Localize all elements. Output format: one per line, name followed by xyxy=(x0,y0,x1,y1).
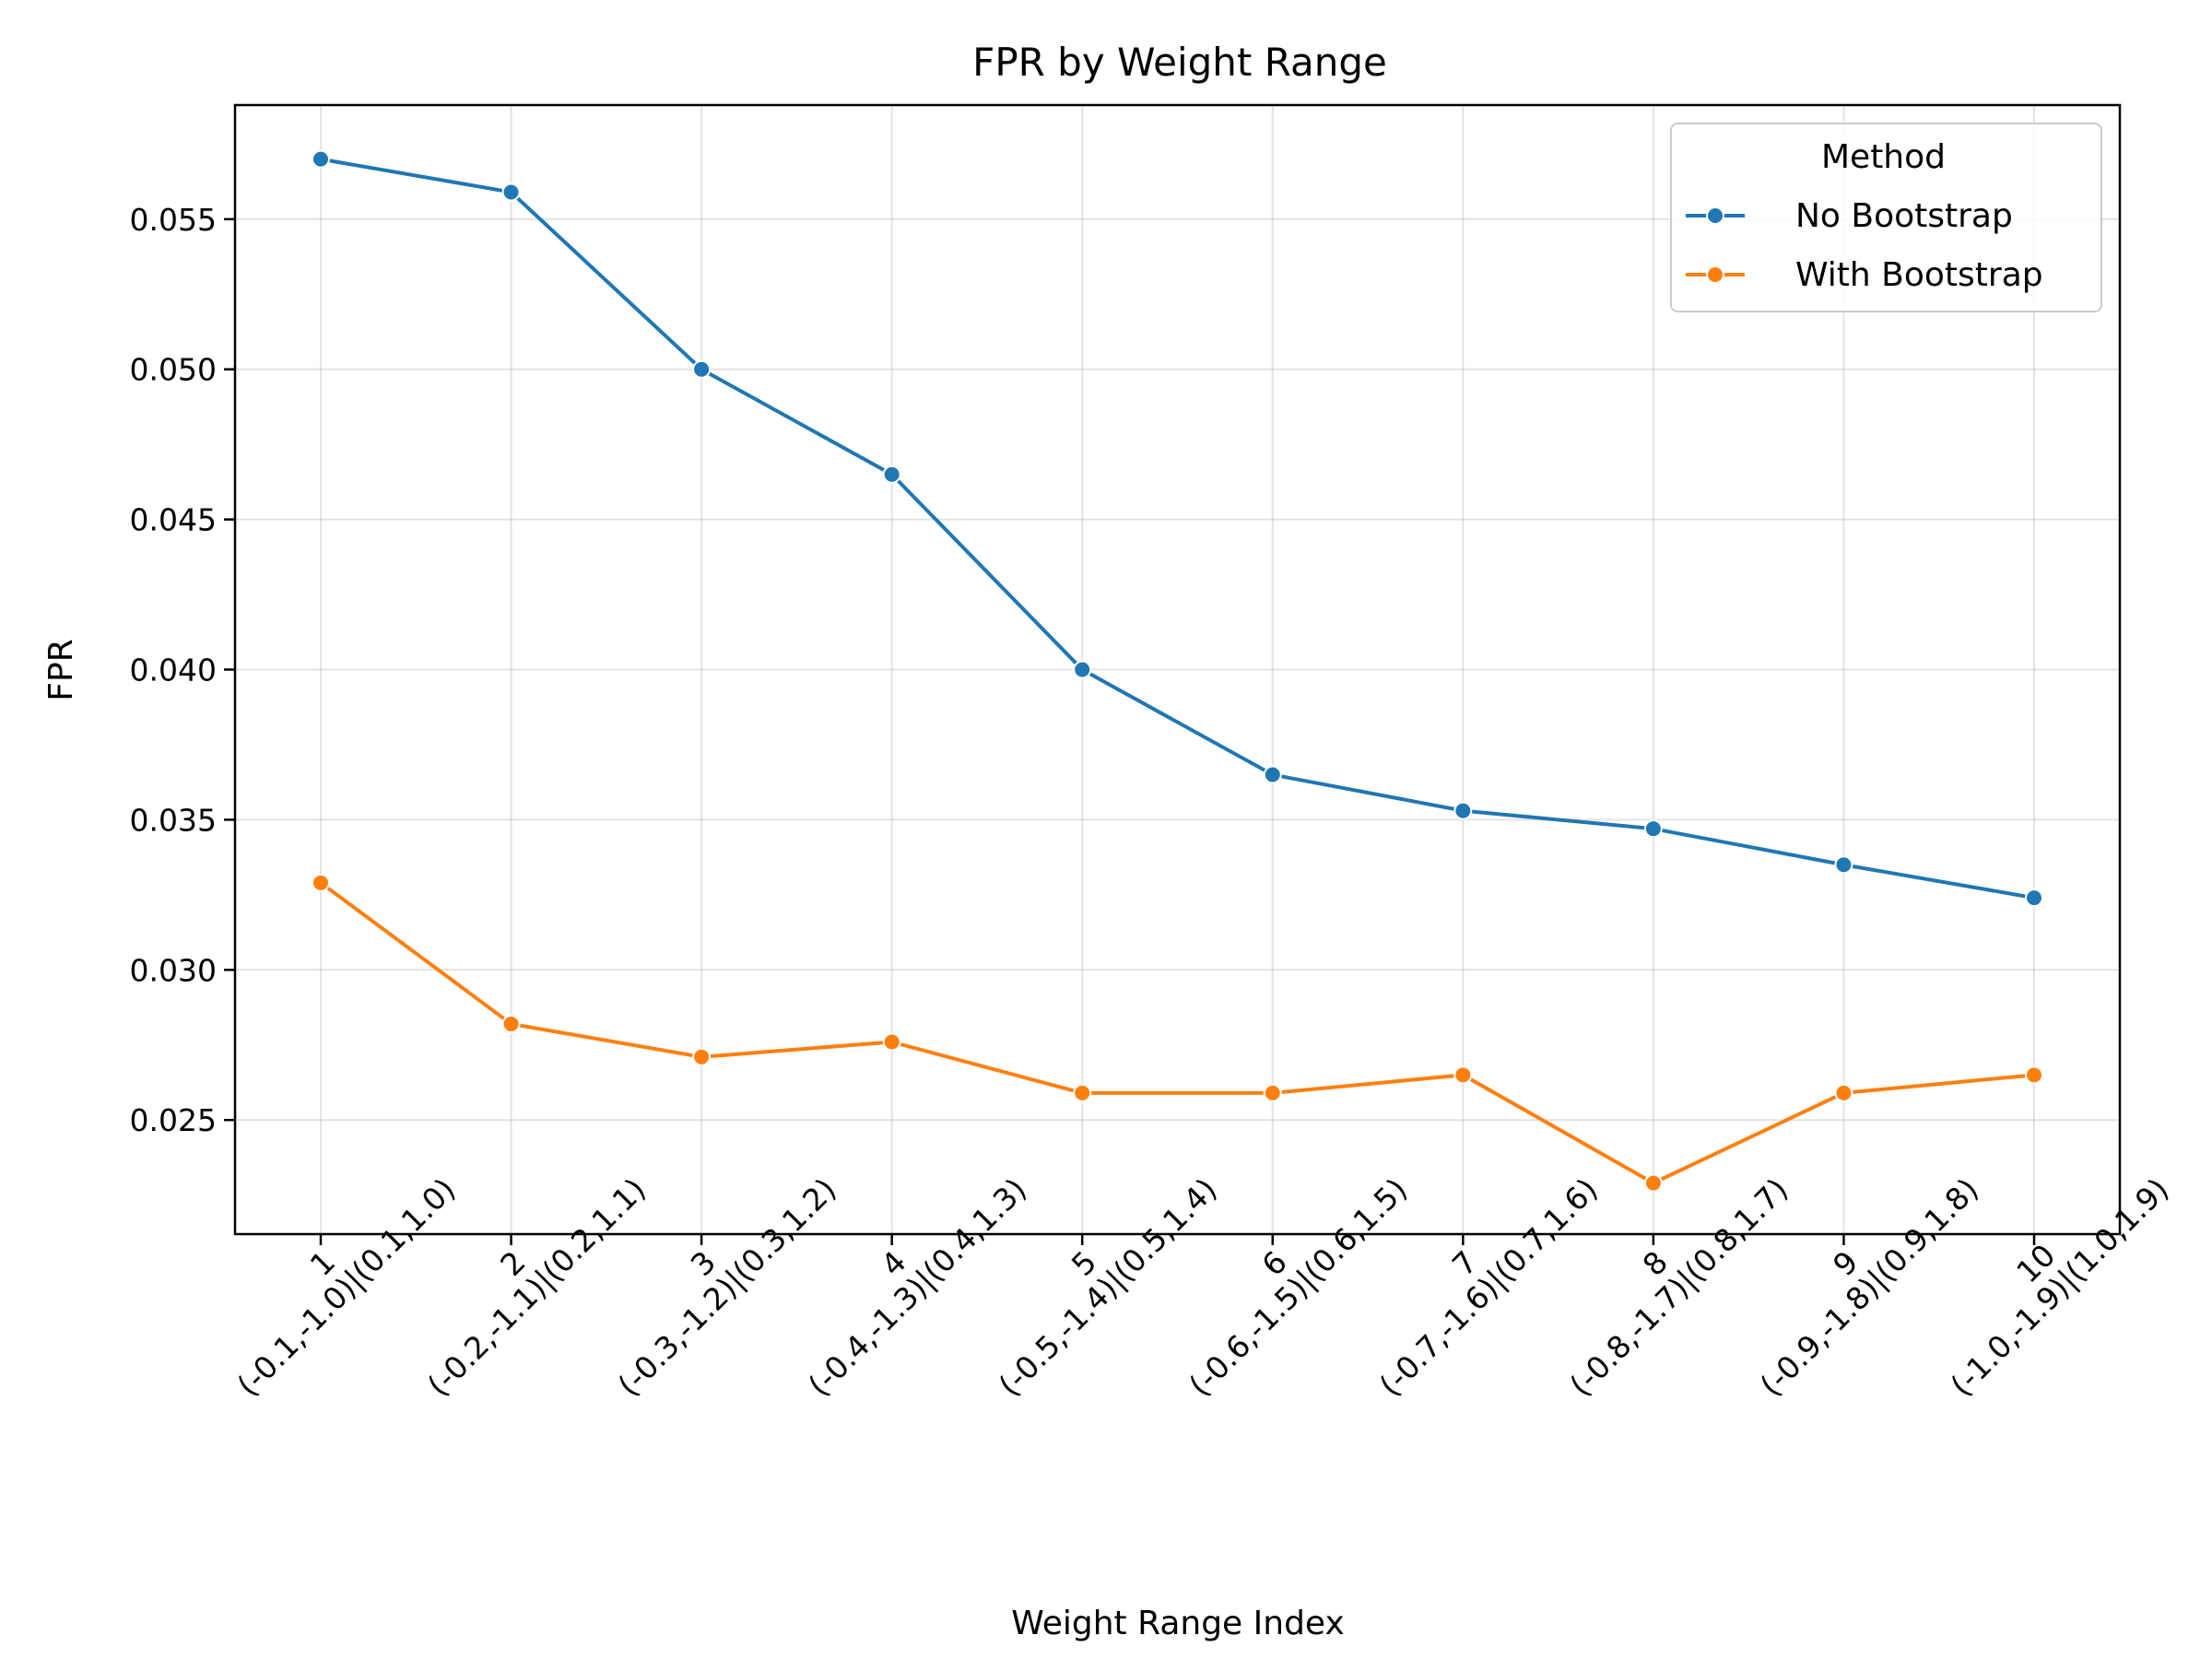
chart-title: FPR by Weight Range xyxy=(972,40,1387,85)
legend-swatch-marker xyxy=(1706,206,1724,225)
series-line-2 xyxy=(319,881,2035,1185)
x-tick-range: (-0.8,-1.7)|(0.8,1.7) xyxy=(1562,1171,1794,1404)
data-point[interactable] xyxy=(1453,801,1473,820)
x-tick-range: (-0.5,-1.4)|(0.5,1.4) xyxy=(992,1171,1224,1404)
x-tick-range: (-0.1,-1.0)|(0.1,1.0) xyxy=(230,1171,463,1404)
y-tick-label: 0.025 xyxy=(130,1102,217,1138)
x-tick-range: (-0.7,-1.6)|(0.7,1.6) xyxy=(1372,1171,1605,1404)
data-point[interactable] xyxy=(501,182,521,202)
data-point[interactable] xyxy=(1073,1083,1092,1102)
y-tick-label: 0.035 xyxy=(130,802,217,838)
series-line-1 xyxy=(320,157,2035,900)
y-tick-label: 0.050 xyxy=(130,352,217,388)
data-point[interactable] xyxy=(2025,888,2043,908)
grid xyxy=(235,105,2120,1234)
data-point[interactable] xyxy=(2025,1065,2043,1085)
data-point[interactable] xyxy=(692,359,712,379)
data-point[interactable] xyxy=(1643,1173,1663,1193)
x-tick-range: (-0.9,-1.8)|(0.9,1.8) xyxy=(1753,1171,1985,1404)
data-point[interactable] xyxy=(1643,819,1663,839)
x-tick-range: (-0.3,-1.2)|(0.3,1.2) xyxy=(611,1171,843,1404)
legend-swatch-marker xyxy=(1706,265,1724,284)
legend-label: With Bootstrap xyxy=(1795,256,2043,294)
data-point[interactable] xyxy=(1834,855,1853,875)
legend-title: Method xyxy=(1821,138,1946,176)
data-point[interactable] xyxy=(312,149,330,169)
legend-label: No Bootstrap xyxy=(1795,197,2013,235)
legend-item[interactable]: No Bootstrap xyxy=(1686,197,2013,235)
data-point[interactable] xyxy=(1263,765,1282,784)
legend-item[interactable]: With Bootstrap xyxy=(1686,256,2043,294)
data-point[interactable] xyxy=(1073,660,1092,679)
x-axis-label: Weight Range Index xyxy=(1011,1605,1345,1642)
x-tick-label: 1(-0.1,-1.0)|(0.1,1.0) xyxy=(206,1147,463,1404)
data-point[interactable] xyxy=(882,1032,901,1052)
data-point[interactable] xyxy=(312,873,330,892)
x-tick-range: (-0.6,-1.5)|(0.6,1.5) xyxy=(1182,1171,1414,1404)
data-point[interactable] xyxy=(692,1047,712,1066)
y-tick-label: 0.045 xyxy=(130,502,217,538)
data-point[interactable] xyxy=(1834,1083,1853,1102)
y-axis: 0.025 0.030 0.035 0.040 0.045 0.050 0.055 xyxy=(130,202,235,1138)
plot-area xyxy=(312,149,2043,1193)
y-tick-label: 0.055 xyxy=(130,202,217,238)
legend[interactable]: Method No Bootstrap With Bootstrap xyxy=(1670,123,2102,312)
x-tick-range: (-1.0,-1.9)|(1.0,1.9) xyxy=(1944,1171,2176,1404)
data-point[interactable] xyxy=(1453,1065,1473,1085)
y-tick-label: 0.040 xyxy=(130,653,217,688)
y-tick-label: 0.030 xyxy=(130,952,217,988)
data-point[interactable] xyxy=(501,1014,521,1033)
legend-frame xyxy=(1670,123,2102,312)
x-tick-range: (-0.4,-1.3)|(0.4,1.3) xyxy=(801,1171,1033,1404)
x-tick-range: (-0.2,-1.1)|(0.2,1.1) xyxy=(420,1171,653,1404)
data-point[interactable] xyxy=(882,465,901,484)
x-axis: 1(-0.1,-1.0)|(0.1,1.0) 2(-0.2,-1.1)|(0.2,… xyxy=(206,1147,2176,1404)
y-axis-label: FPR xyxy=(42,639,80,700)
data-point[interactable] xyxy=(1263,1083,1282,1102)
